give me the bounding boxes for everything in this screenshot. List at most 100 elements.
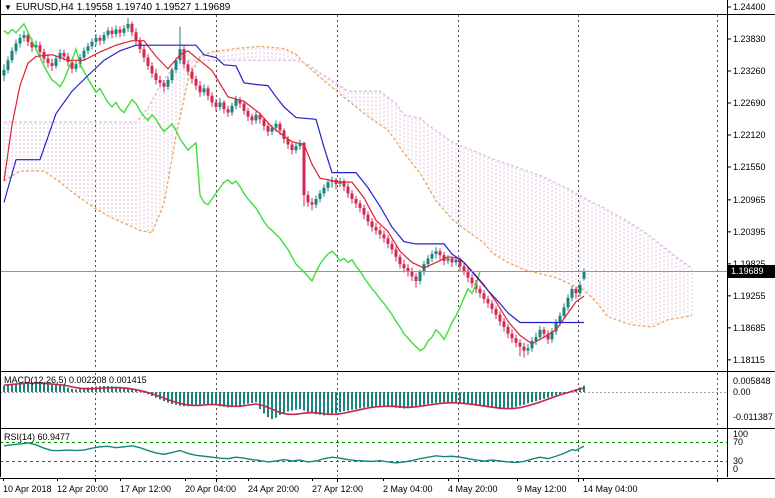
candle-body — [186, 64, 190, 72]
candle-body — [282, 130, 286, 139]
candle-body — [486, 298, 490, 304]
candle-body — [438, 251, 442, 256]
candle-body — [462, 266, 466, 271]
candle-body — [38, 45, 42, 52]
candle-body — [258, 114, 262, 120]
price-axis-label: 1.22120 — [733, 130, 766, 140]
candle-body — [554, 322, 558, 332]
candle-body — [102, 35, 106, 41]
candle-body — [122, 28, 126, 33]
candle-body — [430, 254, 434, 259]
candle-body — [234, 99, 238, 106]
candle-body — [418, 271, 422, 281]
time-axis-label: 9 May 12:00 — [517, 484, 567, 494]
kijun-sen-line — [3, 44, 584, 324]
rsi-panel[interactable] — [0, 442, 727, 464]
candle-body — [214, 102, 218, 107]
price-axis-label: 1.19825 — [733, 259, 766, 269]
candle-body — [410, 271, 414, 277]
ohlc-high: 1.19740 — [115, 2, 153, 13]
candle-body — [354, 199, 358, 204]
candle-body — [530, 341, 534, 349]
candle-body — [538, 329, 542, 338]
candle-body — [390, 243, 394, 250]
candle-body — [470, 277, 474, 284]
candle-body — [30, 41, 34, 48]
candle-body — [98, 37, 102, 41]
candle-body — [230, 105, 234, 113]
ohlc-low: 1.19527 — [155, 2, 192, 13]
macd-axis-label: -0.011387 — [733, 412, 773, 422]
candle-body — [262, 119, 266, 127]
candle-body — [222, 102, 226, 110]
candle-body — [218, 102, 222, 107]
candle-body — [550, 331, 554, 340]
time-axis[interactable]: 10 Apr 2018 12 Apr 20:00 17 Apr 12:00 20 Ap… — [3, 478, 718, 494]
macd-panel[interactable] — [0, 382, 727, 420]
candle-body — [318, 193, 322, 199]
chart-title: ▼ EURUSD,H4 1.19558 1.19740 1.19527 1.19689 — [4, 3, 233, 13]
candle-body — [414, 276, 418, 281]
candle-body — [130, 23, 134, 33]
candle-body — [246, 110, 250, 117]
macd-axis-label: 0.005848 — [733, 376, 771, 386]
candle-body — [58, 53, 62, 59]
price-axis-label: 1.21550 — [733, 162, 766, 172]
time-axis-label: 10 Apr 2018 — [3, 484, 52, 494]
candle-body — [206, 88, 210, 96]
macd-signal-line — [3, 382, 585, 416]
candle-body — [286, 138, 290, 145]
candle-body — [526, 348, 530, 351]
candle-body — [254, 114, 258, 121]
price-axis[interactable]: 1.24400 1.23830 1.23260 1.22690 1.22120 1.215… — [727, 2, 773, 474]
candle-body — [166, 79, 170, 87]
candle-body — [542, 329, 546, 334]
candle-body — [274, 123, 278, 128]
candle-body — [90, 41, 94, 47]
candle-body — [362, 207, 366, 215]
candle-body — [270, 127, 274, 132]
candle-body — [458, 259, 462, 267]
main-price-panel[interactable] — [0, 18, 727, 358]
candle-body — [502, 321, 506, 327]
candle-body — [194, 78, 198, 86]
candle-body — [374, 227, 378, 231]
candle-body — [294, 146, 298, 151]
price-axis-label: 1.24400 — [733, 2, 766, 12]
ichimoku-lines — [3, 22, 585, 352]
candle-body — [106, 30, 110, 36]
candle-body — [62, 53, 66, 57]
candle-body — [266, 126, 270, 132]
rsi-axis-label: 70 — [733, 437, 743, 447]
candle-body — [518, 342, 522, 347]
candle-body — [70, 62, 74, 69]
candle-body — [546, 333, 550, 340]
candle-body — [134, 32, 138, 41]
candle-body — [358, 203, 362, 208]
candle-body — [66, 56, 70, 63]
price-axis-label: 1.18685 — [733, 323, 766, 333]
candle-body — [54, 58, 58, 66]
symbol-dropdown-icon: ▼ — [4, 3, 12, 12]
candle-body — [238, 99, 242, 104]
candle-body — [342, 181, 346, 187]
candle-body — [582, 271, 586, 279]
candle-body — [574, 288, 578, 294]
candle-body — [570, 288, 574, 298]
candle-body — [242, 103, 246, 111]
price-axis-label: 1.20965 — [733, 195, 766, 205]
candle-body — [434, 251, 438, 255]
candle-body — [426, 258, 430, 265]
candle-body — [154, 73, 158, 80]
candle-body — [150, 65, 154, 74]
rsi-axis-label: 0 — [733, 464, 738, 474]
candle-body — [94, 37, 98, 42]
candle-body — [22, 35, 26, 38]
candle-body — [302, 142, 306, 196]
candle-body — [510, 333, 514, 339]
candle-body — [514, 338, 518, 343]
candle-body — [170, 69, 174, 80]
candle-body — [506, 327, 510, 334]
tenkan-sen-line — [3, 40, 585, 345]
